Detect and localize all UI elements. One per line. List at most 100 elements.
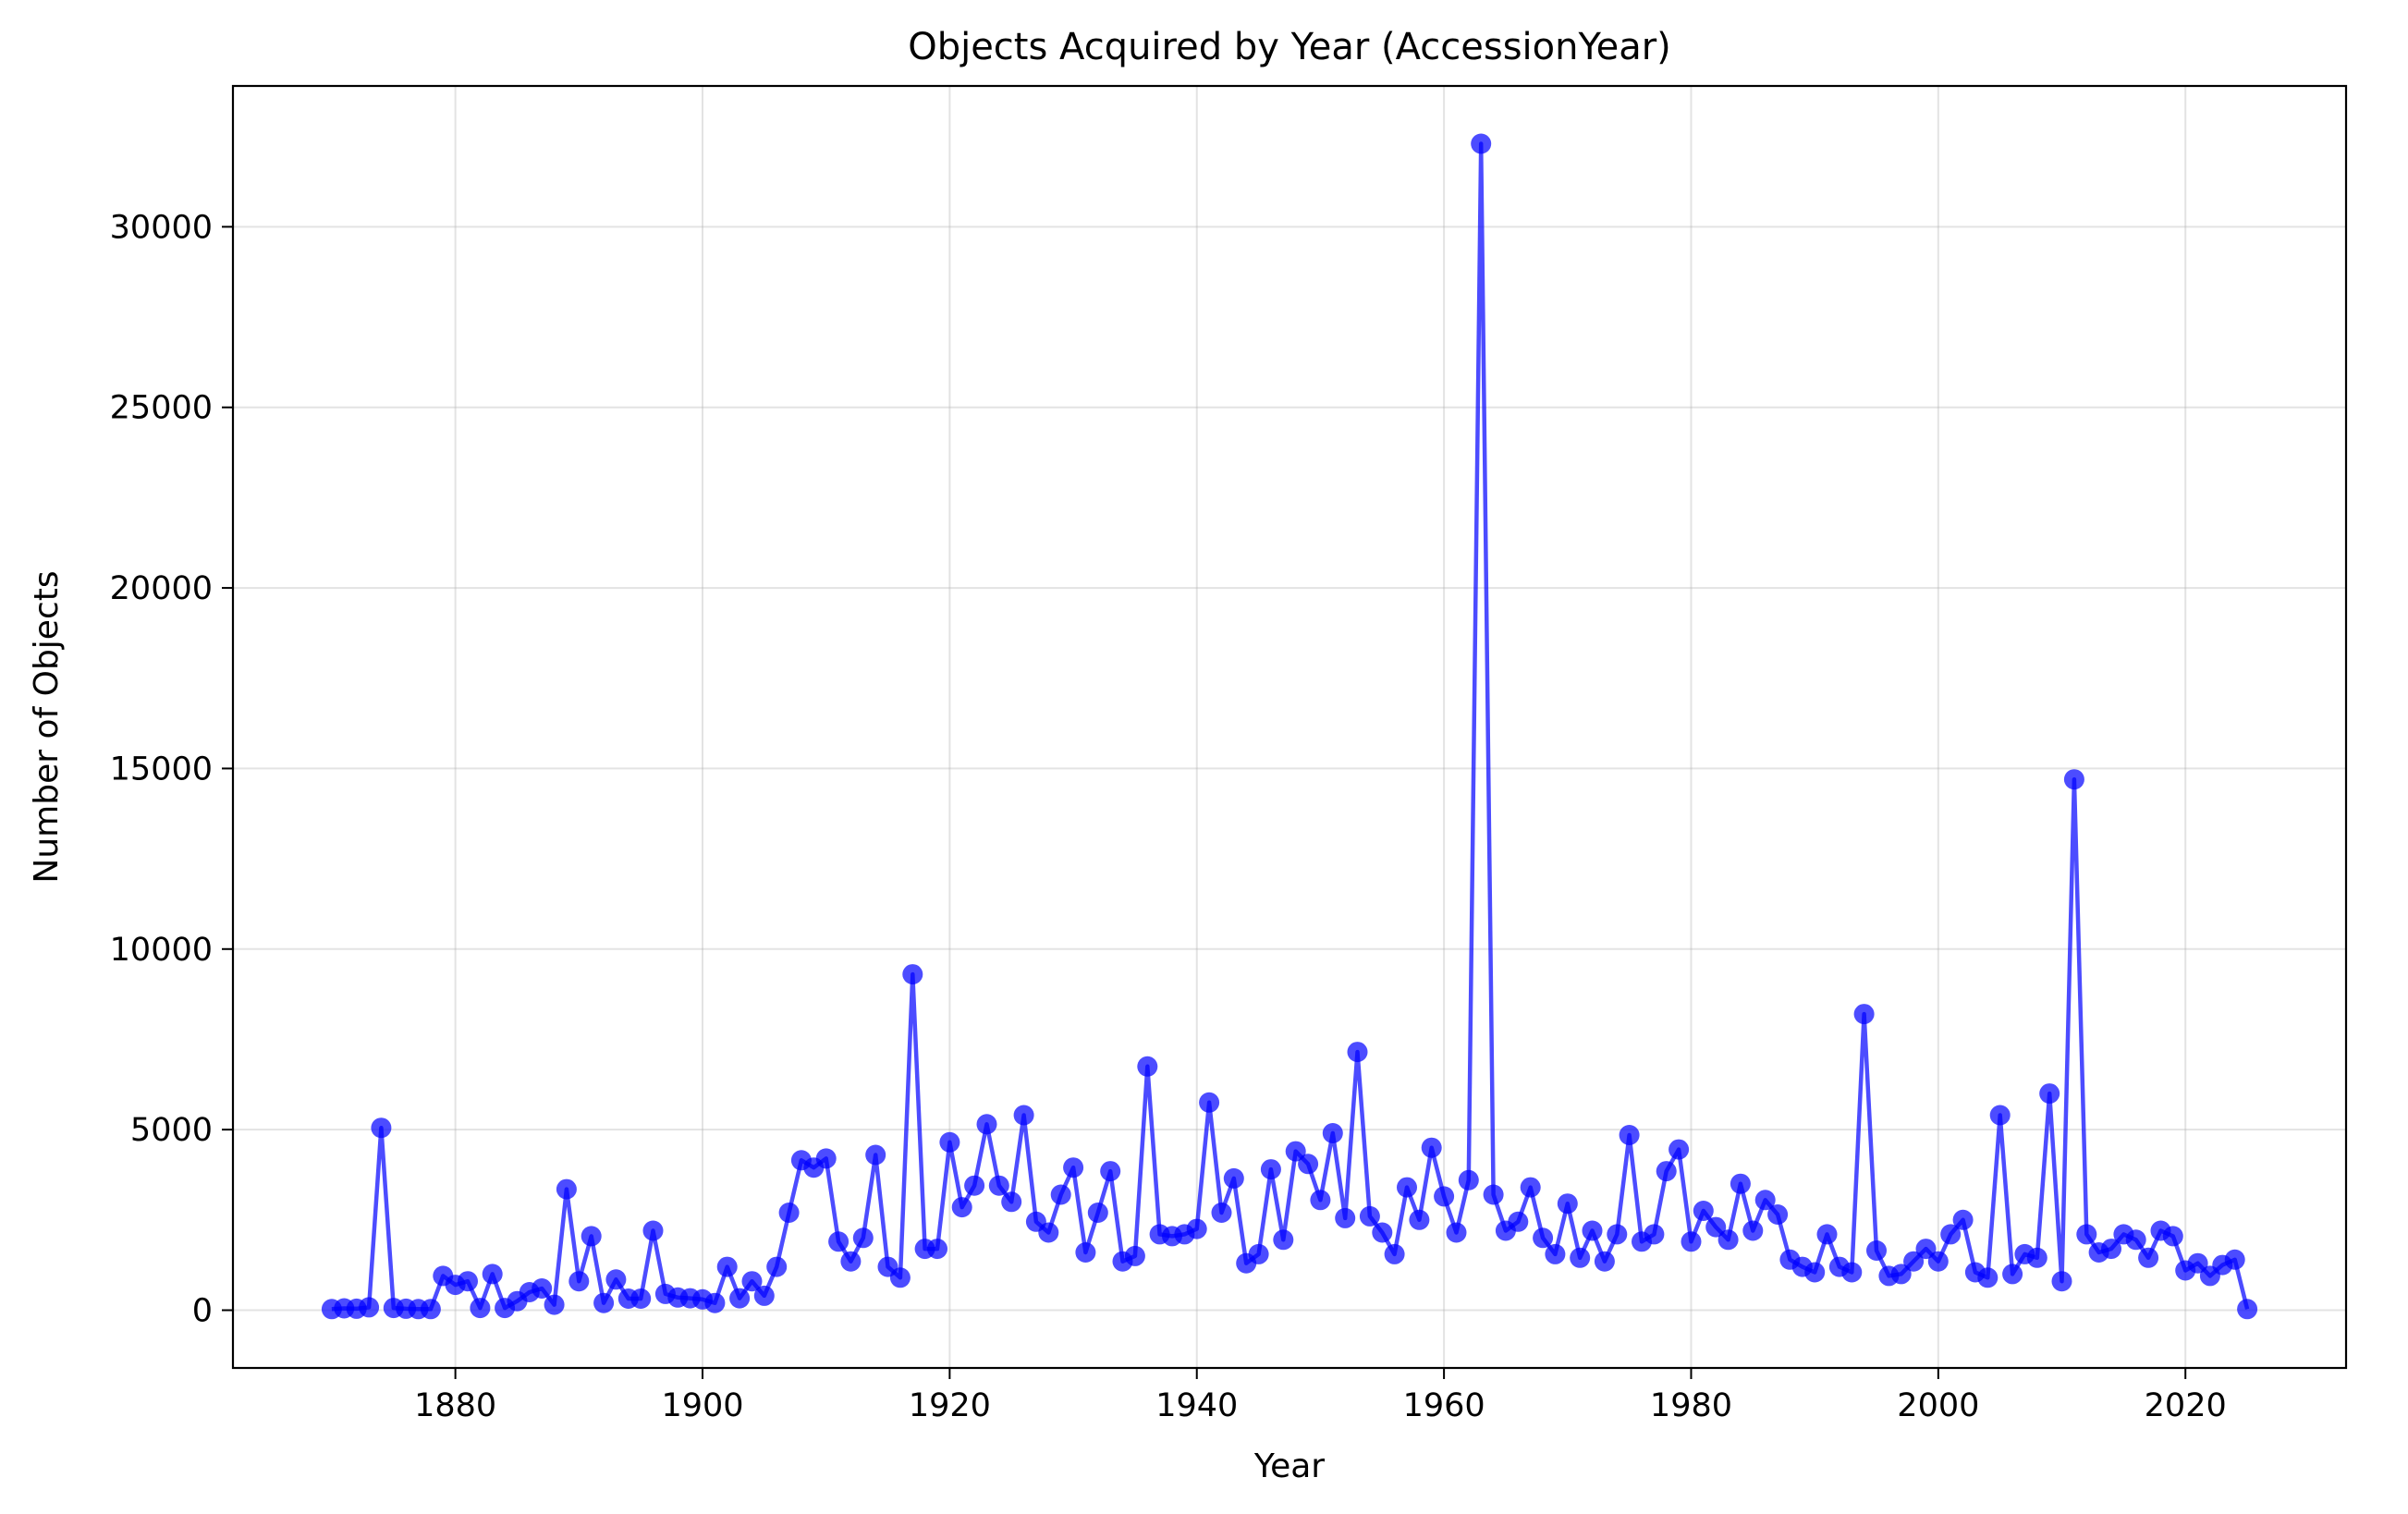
data-point: [840, 1251, 862, 1272]
data-point: [1594, 1251, 1615, 1272]
data-point: [1001, 1191, 1022, 1213]
data-point: [2076, 1224, 2097, 1245]
data-point: [2162, 1226, 2183, 1247]
data-point: [2039, 1083, 2060, 1105]
data-point: [2125, 1229, 2146, 1251]
data-point: [1211, 1203, 1232, 1223]
data-point: [1384, 1243, 1405, 1264]
data-point: [630, 1288, 652, 1309]
data-point: [1124, 1245, 1145, 1266]
data-point: [544, 1294, 565, 1315]
data-point: [1322, 1123, 1343, 1143]
y-tick-label: 0: [192, 1292, 213, 1329]
data-point: [1656, 1161, 1677, 1182]
data-point: [1570, 1247, 1591, 1268]
data-point: [1668, 1139, 1690, 1160]
data-point: [1075, 1242, 1096, 1263]
data-point: [1693, 1201, 1714, 1221]
ticks: 1880 1900 1920 1940 1960 1980 2000 2020 0 5000 100…: [110, 209, 2227, 1424]
data-point: [1298, 1154, 1319, 1175]
data-point: [1545, 1243, 1566, 1264]
data-point: [1186, 1218, 1207, 1239]
y-tick-label: 30000: [110, 209, 213, 246]
data-point: [927, 1239, 947, 1260]
data-point: [828, 1231, 850, 1252]
chart-title: Objects Acquired by Year (AccessionYear): [908, 26, 1671, 68]
data-point: [704, 1292, 726, 1313]
data-point: [1372, 1222, 1393, 1243]
data-point: [2101, 1239, 2121, 1260]
x-tick-label: 2000: [1897, 1387, 1979, 1424]
data-point: [741, 1271, 763, 1292]
data-point: [1866, 1240, 1887, 1261]
data-point: [581, 1226, 602, 1247]
data-point: [605, 1269, 627, 1290]
data-point: [1421, 1137, 1442, 1158]
x-tick-label: 1960: [1403, 1387, 1485, 1424]
data-point: [482, 1264, 503, 1285]
data-point: [1335, 1207, 1356, 1228]
data-point: [532, 1278, 553, 1299]
x-tick-label: 2020: [2145, 1387, 2227, 1424]
data-point: [1841, 1262, 1863, 1283]
data-point: [1582, 1220, 1603, 1241]
data-point: [593, 1292, 615, 1313]
data-point: [1063, 1157, 1084, 1178]
data-point: [1050, 1184, 1071, 1205]
data-point: [2138, 1247, 2159, 1268]
data-point: [729, 1288, 751, 1309]
data-point: [1681, 1231, 1702, 1252]
data-point: [778, 1203, 800, 1223]
data-point: [2237, 1299, 2258, 1320]
data-point: [1248, 1243, 1269, 1264]
data-point: [1903, 1251, 1925, 1272]
data-point: [1013, 1105, 1034, 1126]
data-point: [1619, 1125, 1640, 1145]
data-point: [1989, 1105, 2011, 1126]
data-point: [1644, 1224, 1665, 1245]
data-point: [716, 1256, 738, 1277]
x-tick-label: 1980: [1650, 1387, 1732, 1424]
data-point: [1471, 133, 1492, 154]
data-point: [2026, 1247, 2047, 1268]
y-tick-label: 15000: [110, 751, 213, 788]
data-point: [568, 1271, 590, 1292]
data-point: [1038, 1222, 1059, 1243]
data-point: [458, 1271, 478, 1292]
data-point: [1359, 1205, 1380, 1227]
data-point: [420, 1299, 441, 1320]
data-point: [1804, 1262, 1826, 1283]
x-tick-label: 1920: [909, 1387, 991, 1424]
data-point: [1533, 1227, 1554, 1249]
data-point: [1705, 1216, 1727, 1238]
data-point: [1557, 1193, 1578, 1215]
data-point: [2187, 1252, 2208, 1274]
data-point: [1730, 1173, 1751, 1194]
data-point: [359, 1297, 380, 1318]
data-point: [371, 1117, 392, 1139]
data-point: [1607, 1224, 1628, 1245]
data-point: [865, 1144, 886, 1166]
data-point: [2002, 1264, 2023, 1285]
data-point: [1816, 1224, 1838, 1245]
data-point: [1483, 1184, 1504, 1205]
grid: [233, 86, 2346, 1368]
data-point: [976, 1114, 997, 1135]
data-point: [1434, 1186, 1455, 1207]
x-axis-title: Year: [1253, 1447, 1325, 1485]
data-point: [470, 1298, 491, 1319]
data-point: [556, 1178, 577, 1200]
axes-frame: [231, 84, 2348, 1370]
y-axis-title: Number of Objects: [28, 570, 66, 883]
data-point: [1508, 1211, 1529, 1232]
data-point: [1100, 1161, 1121, 1182]
data-point: [1409, 1209, 1430, 1230]
data-point: [964, 1175, 985, 1196]
data-point: [1273, 1229, 1294, 1251]
x-tick-label: 1940: [1155, 1387, 1238, 1424]
data-point: [1260, 1159, 1281, 1180]
data-point: [988, 1175, 1009, 1196]
